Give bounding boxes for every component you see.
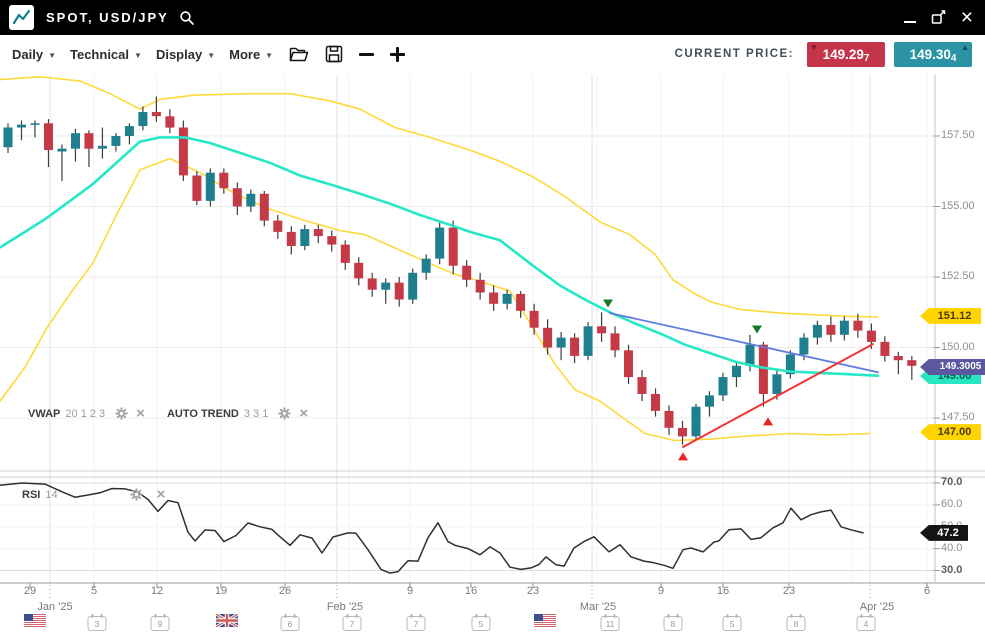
date-tick-label: 5 [90, 585, 98, 597]
calendar-icon[interactable]: 7 [342, 614, 362, 631]
bid-price-box[interactable]: ▼ 149.29 7 [807, 41, 885, 67]
date-tick-label: 16 [464, 585, 478, 597]
zoom-in-plus-icon[interactable] [390, 46, 406, 62]
close-button[interactable]: × [960, 5, 973, 29]
ask-price-box[interactable]: ▲ 149.30 4 [894, 41, 972, 67]
month-label: Apr '25 [859, 601, 895, 613]
price-tag: 149.3005 [920, 358, 985, 375]
popout-button[interactable] [931, 8, 946, 28]
date-tick-label: 9 [406, 585, 414, 597]
date-tick-label: 23 [782, 585, 796, 597]
grid-layer [0, 75, 985, 599]
vwap-label: VWAP [28, 407, 61, 420]
uk-flag-icon[interactable] [215, 612, 239, 632]
titlebar: SPOT, USD/JPY × [0, 0, 985, 35]
vwap-params: 20 1 2 3 [65, 407, 106, 420]
chart-area: VWAP 20 1 2 3 × AUTO TREND 3 3 1 × RSI 1… [0, 73, 985, 639]
date-tick-label: 26 [278, 585, 292, 597]
calendar-icon[interactable]: 3 [87, 614, 107, 631]
toolbar: Daily ▼ Technical ▼ Display ▼ More ▼ CURRENT… [0, 35, 985, 74]
date-tick-label: 29 [23, 585, 37, 597]
rsi-tick-label: 60.0 [941, 497, 963, 510]
rsi-indicator-row: RSI 14 × [22, 485, 166, 503]
price-tick-label: 152.50 [941, 270, 975, 282]
candles-layer [3, 96, 917, 445]
calendar-icon[interactable]: 11 [600, 614, 620, 631]
vwap-remove-icon[interactable]: × [136, 404, 145, 422]
price-tag: 147.00 [920, 424, 981, 441]
month-label: Jan '25 [37, 601, 73, 613]
calendar-icon[interactable]: 4 [856, 614, 876, 631]
chevron-down-icon: ▼ [207, 50, 216, 60]
chevron-down-icon: ▼ [265, 50, 274, 60]
current-price-label: CURRENT PRICE: [674, 48, 794, 60]
menu-display[interactable]: Display ▼ [155, 46, 216, 62]
date-tick-label: 12 [150, 585, 164, 597]
price-tag: 151.12 [920, 307, 981, 324]
us-flag-icon[interactable] [23, 613, 47, 632]
chevron-down-icon: ▼ [134, 50, 142, 60]
open-folder-icon[interactable] [289, 46, 309, 63]
vwap-settings-gear-icon[interactable] [115, 407, 128, 420]
us-flag-icon[interactable] [533, 613, 557, 632]
rsi-label: RSI [22, 488, 41, 501]
calendar-icon[interactable]: 5 [471, 614, 491, 631]
date-tick-label: 19 [214, 585, 228, 597]
rsi-value-tag: 47.2 [920, 524, 968, 541]
minimize-button[interactable] [903, 8, 916, 28]
calendar-icon[interactable]: 9 [150, 614, 170, 631]
calendar-icon[interactable]: 6 [280, 614, 300, 631]
tick-up-icon: ▲ [961, 42, 969, 52]
price-tick-label: 147.50 [941, 411, 975, 423]
date-tick-label: 9 [657, 585, 665, 597]
current-price-zone: CURRENT PRICE: ▼ 149.29 7 ▲ 149.30 4 [674, 41, 985, 67]
calendar-icon[interactable]: 8 [786, 614, 806, 631]
save-floppy-icon[interactable] [325, 45, 343, 63]
price-tick-label: 150.00 [941, 340, 975, 353]
rsi-remove-icon[interactable]: × [156, 485, 166, 503]
price-tick-label: 155.00 [941, 199, 975, 212]
month-label: Feb '25 [326, 601, 364, 613]
indicator-row-overlays: VWAP 20 1 2 3 × AUTO TREND 3 3 1 × [28, 404, 309, 422]
menu-more[interactable]: More ▼ [229, 46, 274, 62]
app-logo-icon [9, 5, 34, 30]
search-icon[interactable] [179, 10, 195, 26]
tick-down-icon: ▼ [810, 42, 818, 52]
autotrend-params: 3 3 1 [243, 407, 269, 420]
rsi-tick-label: 70.0 [941, 476, 963, 488]
date-tick-label: 23 [526, 585, 540, 597]
window-controls: × [903, 5, 985, 29]
month-label: Mar '25 [579, 601, 617, 613]
menu-technical[interactable]: Technical ▼ [70, 46, 142, 62]
window-title: SPOT, USD/JPY [46, 10, 169, 25]
chevron-down-icon: ▼ [48, 50, 56, 60]
rsi-settings-gear-icon[interactable] [129, 488, 143, 501]
rsi-params: 14 [45, 488, 58, 501]
rsi-tick-label: 30.0 [941, 563, 963, 576]
autotrend-remove-icon[interactable]: × [299, 404, 309, 422]
autotrend-settings-gear-icon[interactable] [278, 407, 292, 420]
rsi-tick-label: 40.0 [941, 541, 963, 554]
zoom-out-minus-icon[interactable] [359, 52, 375, 56]
autotrend-group: AUTO TREND 3 3 1 × [166, 404, 309, 422]
menu-daily[interactable]: Daily ▼ [12, 46, 56, 62]
series-layer [0, 75, 917, 574]
autotrend-label: AUTO TREND [166, 407, 239, 420]
calendar-icon[interactable]: 7 [406, 614, 426, 631]
price-tick-label: 157.50 [941, 129, 975, 141]
calendar-icon[interactable]: 8 [663, 614, 683, 631]
price-rsi-chart [0, 75, 985, 599]
date-tick-label: 6 [923, 585, 931, 597]
date-tick-label: 16 [716, 585, 730, 597]
calendar-icon[interactable]: 5 [722, 614, 742, 631]
